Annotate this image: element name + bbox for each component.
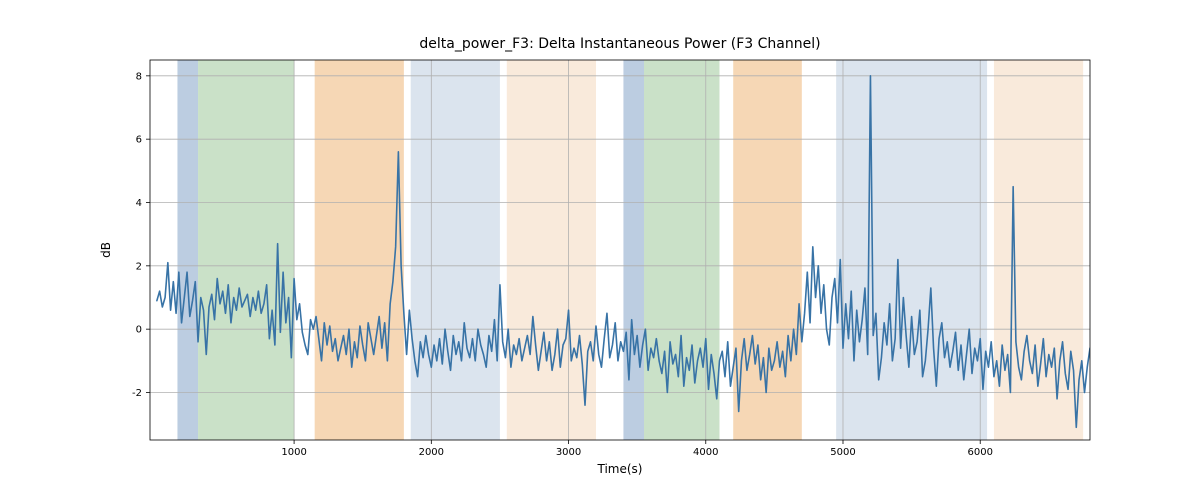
ytick-label: -2 [132,388,142,399]
xtick-label: 1000 [281,447,306,458]
ytick-label: 6 [136,135,142,146]
band-4 [507,60,596,440]
band-0 [177,60,198,440]
band-2 [315,60,404,440]
ytick-label: 8 [136,71,142,82]
ytick-label: 2 [136,261,142,272]
chart-svg: 1000 2000 3000 4000 5000 6000 -2 0 2 4 6 8 Time(s) dB… [0,0,1200,500]
xtick-label: 3000 [556,447,581,458]
chart-container: 1000 2000 3000 4000 5000 6000 -2 0 2 4 6 8 Time(s) dB… [0,0,1200,500]
band-3 [411,60,500,440]
xtick-label: 5000 [830,447,855,458]
x-axis-label: Time(s) [597,462,643,476]
ytick-label: 0 [136,325,142,336]
band-8 [836,60,987,440]
chart-title: delta_power_F3: Delta Instantaneous Powe… [419,36,820,52]
xtick-label: 2000 [419,447,444,458]
band-5 [623,60,644,440]
band-1 [198,60,294,440]
y-axis-label: dB [99,242,113,258]
xtick-label: 6000 [967,447,992,458]
ytick-label: 4 [136,198,142,209]
xtick-label: 4000 [693,447,718,458]
